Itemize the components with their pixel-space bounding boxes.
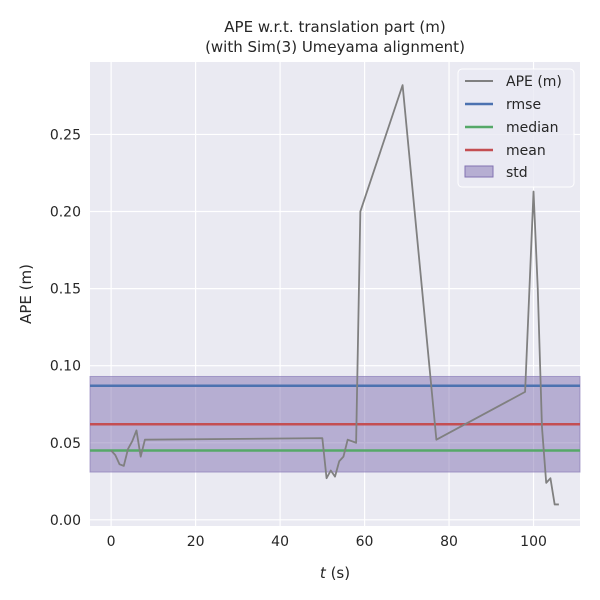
ape-series-line xyxy=(110,84,559,506)
x-axis-variable: t xyxy=(320,564,327,582)
chart-title: APE w.r.t. translation part (m) xyxy=(224,18,445,36)
legend: APE (m) rmse median mean std xyxy=(457,68,575,188)
legend-label-ape: APE (m) xyxy=(506,74,562,90)
x-tick-label: 40 xyxy=(271,534,289,550)
legend-label-rmse: rmse xyxy=(506,97,541,113)
stat-lines-layer xyxy=(90,384,580,452)
y-tick-label: 0.00 xyxy=(50,513,81,529)
x-tick-label: 60 xyxy=(356,534,374,550)
tick-labels: 0 20 40 60 80 100 0.00 0.05 0.10 0.15 0.20 0.25 xyxy=(50,127,547,550)
legend-label-std: std xyxy=(506,165,528,181)
y-tick-label: 0.20 xyxy=(50,205,81,221)
legend-swatch-std xyxy=(464,165,494,178)
y-tick-label: 0.05 xyxy=(50,436,81,452)
y-tick-label: 0.25 xyxy=(50,127,81,143)
y-axis-label: APE (m) xyxy=(17,264,35,324)
x-tick-label: 80 xyxy=(440,534,458,550)
legend-box xyxy=(457,68,575,188)
legend-label-mean: mean xyxy=(506,143,546,159)
series-layer xyxy=(110,84,559,506)
legend-label-median: median xyxy=(506,120,558,136)
chart-subtitle: (with Sim(3) Umeyama alignment) xyxy=(205,38,465,56)
x-tick-label: 0 xyxy=(107,534,116,550)
y-tick-label: 0.15 xyxy=(50,282,81,298)
x-axis-label: t (s) xyxy=(320,564,350,582)
x-tick-label: 100 xyxy=(520,534,547,550)
y-tick-label: 0.10 xyxy=(50,359,81,375)
x-axis-unit: (s) xyxy=(326,564,350,582)
x-tick-label: 20 xyxy=(187,534,205,550)
